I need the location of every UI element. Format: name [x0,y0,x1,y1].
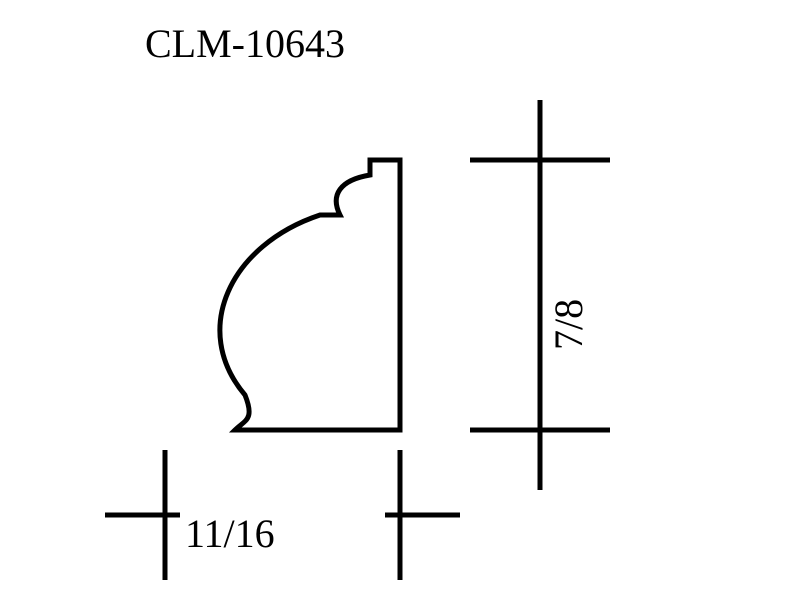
molding-profile [220,160,400,430]
diagram-svg [0,0,800,600]
